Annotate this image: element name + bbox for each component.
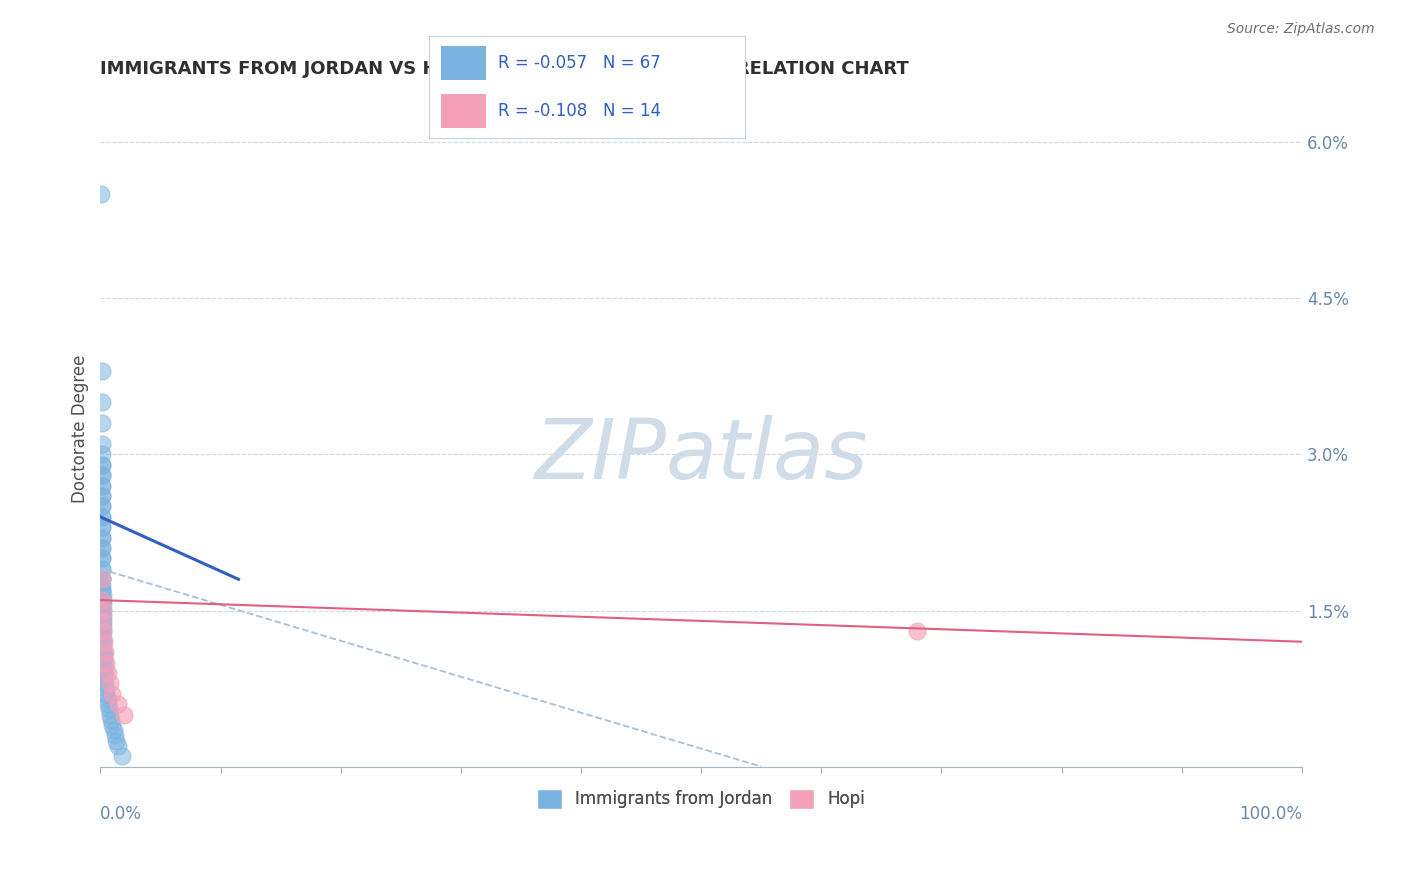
Point (91, 582, 114, 597)
Point (91, 608, 114, 623)
Text: 0.0%: 0.0% (100, 805, 142, 823)
Point (90, 582, 112, 597)
Point (907, 624, 929, 639)
Point (96, 687, 118, 701)
Point (112, 707, 135, 722)
Point (94, 676, 117, 690)
Point (91, 551, 114, 566)
Text: R = -0.057   N = 67: R = -0.057 N = 67 (499, 54, 661, 72)
Point (94, 671, 117, 685)
Point (91, 531, 114, 545)
Point (103, 723, 125, 738)
Point (91, 572, 114, 586)
FancyBboxPatch shape (441, 95, 486, 128)
Point (90, 603, 112, 617)
Point (90, 593, 112, 607)
Text: ZIPatlas: ZIPatlas (534, 415, 868, 496)
Point (90, 500, 112, 514)
Point (97, 665, 120, 680)
Point (97, 692, 120, 706)
Point (90, 416, 112, 430)
Point (107, 697, 129, 711)
Point (96, 656, 118, 670)
Point (93, 650, 115, 665)
Point (90, 572, 112, 586)
Point (91, 588, 114, 602)
Point (97, 697, 120, 711)
Point (90, 572, 112, 586)
Point (90, 395, 112, 409)
Point (90, 520, 112, 534)
Point (90, 437, 112, 451)
Point (91, 634, 114, 648)
Point (101, 718, 124, 732)
Point (91, 624, 114, 639)
Legend: Immigrants from Jordan, Hopi: Immigrants from Jordan, Hopi (537, 789, 865, 809)
Point (107, 739, 129, 753)
Point (104, 728, 127, 742)
Point (91, 562, 114, 576)
Point (90, 489, 112, 503)
Point (91, 599, 114, 613)
FancyBboxPatch shape (441, 46, 486, 79)
Point (90, 187, 112, 202)
Point (93, 640, 115, 654)
Point (90, 447, 112, 461)
Point (91, 593, 114, 607)
Point (97, 702, 120, 716)
Point (91, 577, 114, 591)
Point (93, 656, 115, 670)
Point (90, 364, 112, 378)
Point (90, 468, 112, 483)
Point (90, 614, 112, 628)
Point (93, 634, 115, 648)
Point (94, 645, 117, 659)
Point (90, 500, 112, 514)
Text: IMMIGRANTS FROM JORDAN VS HOPI DOCTORATE DEGREE CORRELATION CHART: IMMIGRANTS FROM JORDAN VS HOPI DOCTORATE… (100, 60, 910, 78)
Point (100, 713, 122, 727)
Point (90, 478, 112, 492)
Point (90, 614, 112, 628)
Point (91, 619, 114, 633)
Point (93, 645, 115, 659)
Y-axis label: Doctorate Degree: Doctorate Degree (72, 354, 89, 502)
Point (93, 665, 115, 680)
Point (90, 551, 112, 566)
Point (90, 468, 112, 483)
Point (98, 676, 121, 690)
Point (90, 541, 112, 555)
Point (91, 541, 114, 555)
Point (91, 624, 114, 639)
Point (90, 509, 112, 524)
Point (90, 593, 112, 607)
Point (90, 562, 112, 576)
Point (98, 707, 121, 722)
Point (90, 458, 112, 472)
Point (104, 733, 127, 747)
Point (90, 509, 112, 524)
Point (93, 661, 115, 675)
Point (111, 749, 134, 764)
Text: R = -0.108   N = 14: R = -0.108 N = 14 (499, 102, 661, 120)
Point (91, 630, 114, 644)
Point (91, 614, 114, 628)
Point (91, 603, 114, 617)
Point (90, 520, 112, 534)
Point (90, 458, 112, 472)
Text: 100.0%: 100.0% (1239, 805, 1302, 823)
Point (90, 478, 112, 492)
Point (90, 489, 112, 503)
Point (91, 603, 114, 617)
Point (96, 681, 118, 696)
Text: Source: ZipAtlas.com: Source: ZipAtlas.com (1227, 22, 1375, 37)
Point (90, 531, 112, 545)
Point (101, 687, 124, 701)
